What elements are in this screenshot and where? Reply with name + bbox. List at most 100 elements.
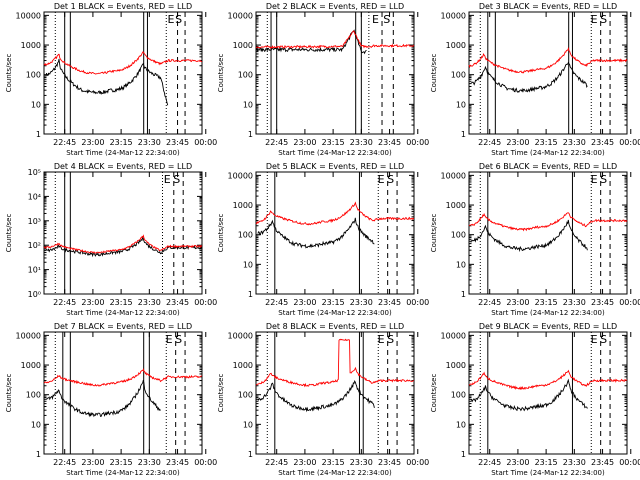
y-axis-label: Counts/sec xyxy=(217,214,225,253)
interval-marker-label: S xyxy=(175,13,182,26)
y-tick-label: 100 xyxy=(238,391,253,400)
detector-panel: Det 3 BLACK = Events, RED = LLD 1 10 100 100… xyxy=(430,2,640,157)
x-tick-label: 22:45 xyxy=(53,138,76,147)
lld-series-line xyxy=(43,367,203,387)
y-tick-label: 10 xyxy=(456,260,466,269)
y-tick-label: 1 xyxy=(461,130,466,139)
y-tick-label: 1000 xyxy=(233,41,253,50)
panel-title: Det 1 BLACK = Events, RED = LLD xyxy=(54,2,192,11)
x-tick-label: 23:00 xyxy=(81,138,104,147)
x-tick-label: 23:30 xyxy=(350,298,373,307)
y-tick-label: 1 xyxy=(36,450,41,459)
x-tick-label: 22:45 xyxy=(478,138,501,147)
lld-series-line xyxy=(468,369,628,391)
x-tick-label: 22:45 xyxy=(478,298,501,307)
detector-panel: Det 1 BLACK = Events, RED = LLD 1 10 100 100… xyxy=(5,2,217,157)
interval-marker-label: E xyxy=(591,13,598,26)
x-tick-label: 23:45 xyxy=(591,458,614,467)
y-tick-label: 1000 xyxy=(233,361,253,370)
events-series-line xyxy=(470,61,588,93)
interval-marker-label: S xyxy=(600,333,607,346)
plot-frame xyxy=(43,331,203,455)
y-axis-label: Counts/sec xyxy=(430,374,438,413)
y-tick-label: 10¹ xyxy=(28,266,41,275)
x-tick-label: 23:00 xyxy=(293,298,316,307)
panel-title: Det 4 BLACK = Events, RED = LLD xyxy=(54,162,192,171)
x-tick-label: 23:30 xyxy=(138,298,161,307)
detector-panel: Det 8 BLACK = Events, RED = LLD 1 10 100 100… xyxy=(217,322,429,477)
y-tick-label: 10000 xyxy=(441,171,466,180)
detector-panel: Det 5 BLACK = Events, RED = LLD 1 10 100 100… xyxy=(217,162,429,317)
plot-frame xyxy=(43,171,203,295)
y-tick-label: 1 xyxy=(248,130,253,139)
x-tick-label: 23:45 xyxy=(166,458,189,467)
y-tick-label: 10000 xyxy=(16,331,41,340)
y-tick-label: 10 xyxy=(456,420,466,429)
events-series-line xyxy=(45,58,169,106)
x-tick-label: 23:30 xyxy=(138,458,161,467)
x-tick-label: 23:45 xyxy=(378,458,401,467)
y-axis-label: Counts/sec xyxy=(5,214,13,253)
interval-marker-label: E xyxy=(378,333,385,346)
events-series-line xyxy=(470,378,588,412)
y-tick-label: 100 xyxy=(26,71,41,80)
interval-marker-label: S xyxy=(600,173,607,186)
y-tick-label: 10 xyxy=(243,420,253,429)
detector-panel: Det 7 BLACK = Events, RED = LLD 1 10 100 100… xyxy=(5,322,217,477)
y-tick-label: 10⁵ xyxy=(28,168,41,177)
y-axis-label: Counts/sec xyxy=(430,214,438,253)
x-tick-label: 00:00 xyxy=(406,458,429,467)
y-tick-label: 100 xyxy=(451,391,466,400)
x-tick-label: 22:45 xyxy=(265,458,288,467)
y-tick-label: 100 xyxy=(238,71,253,80)
x-axis-label: Start Time (24-Mar-12 22:34:00) xyxy=(66,469,180,477)
x-tick-label: 23:15 xyxy=(110,138,133,147)
x-tick-label: 23:45 xyxy=(166,298,189,307)
x-tick-label: 23:00 xyxy=(81,458,104,467)
x-tick-label: 23:45 xyxy=(378,298,401,307)
y-tick-label: 1 xyxy=(461,450,466,459)
y-tick-label: 100 xyxy=(451,71,466,80)
y-tick-label: 1 xyxy=(36,130,41,139)
panel-title: Det 6 BLACK = Events, RED = LLD xyxy=(479,162,617,171)
y-tick-label: 10 xyxy=(31,420,41,429)
panel-title: Det 7 BLACK = Events, RED = LLD xyxy=(54,322,192,331)
detector-panel: Det 4 BLACK = Events, RED = LLD 10⁰ 10¹ 10²… xyxy=(5,162,217,317)
y-axis-label: Counts/sec xyxy=(430,54,438,93)
x-tick-label: 00:00 xyxy=(406,138,429,147)
x-tick-label: 23:30 xyxy=(138,138,161,147)
y-axis-label: Counts/sec xyxy=(217,374,225,413)
x-tick-label: 23:00 xyxy=(293,458,316,467)
interval-marker-label: E xyxy=(164,173,171,186)
plot-frame xyxy=(468,331,628,455)
x-tick-label: 23:15 xyxy=(110,458,133,467)
x-axis-label: Start Time (24-Mar-12 22:34:00) xyxy=(66,149,180,157)
panel-title: Det 8 BLACK = Events, RED = LLD xyxy=(266,322,404,331)
x-tick-label: 00:00 xyxy=(194,458,217,467)
x-tick-label: 23:15 xyxy=(535,138,558,147)
x-tick-label: 23:45 xyxy=(166,138,189,147)
x-tick-label: 00:00 xyxy=(406,298,429,307)
y-tick-label: 10000 xyxy=(228,11,253,20)
y-tick-label: 100 xyxy=(238,231,253,240)
x-tick-label: 23:15 xyxy=(535,458,558,467)
y-axis-label: Counts/sec xyxy=(217,54,225,93)
interval-marker-label: S xyxy=(387,333,394,346)
y-tick-label: 100 xyxy=(26,391,41,400)
x-tick-label: 23:45 xyxy=(591,298,614,307)
detector-panel: Det 9 BLACK = Events, RED = LLD 1 10 100 100… xyxy=(430,322,640,477)
panel-title: Det 5 BLACK = Events, RED = LLD xyxy=(266,162,404,171)
x-tick-label: 23:15 xyxy=(322,458,345,467)
lld-series-line xyxy=(43,234,203,254)
x-axis-label: Start Time (24-Mar-12 22:34:00) xyxy=(278,309,392,317)
x-tick-label: 23:00 xyxy=(506,138,529,147)
y-tick-label: 1000 xyxy=(446,201,466,210)
x-tick-label: 00:00 xyxy=(194,298,217,307)
y-axis-label: Counts/sec xyxy=(5,374,13,413)
y-tick-label: 10000 xyxy=(228,331,253,340)
x-tick-label: 23:15 xyxy=(110,298,133,307)
interval-marker-label: S xyxy=(173,173,180,186)
y-tick-label: 100 xyxy=(451,231,466,240)
